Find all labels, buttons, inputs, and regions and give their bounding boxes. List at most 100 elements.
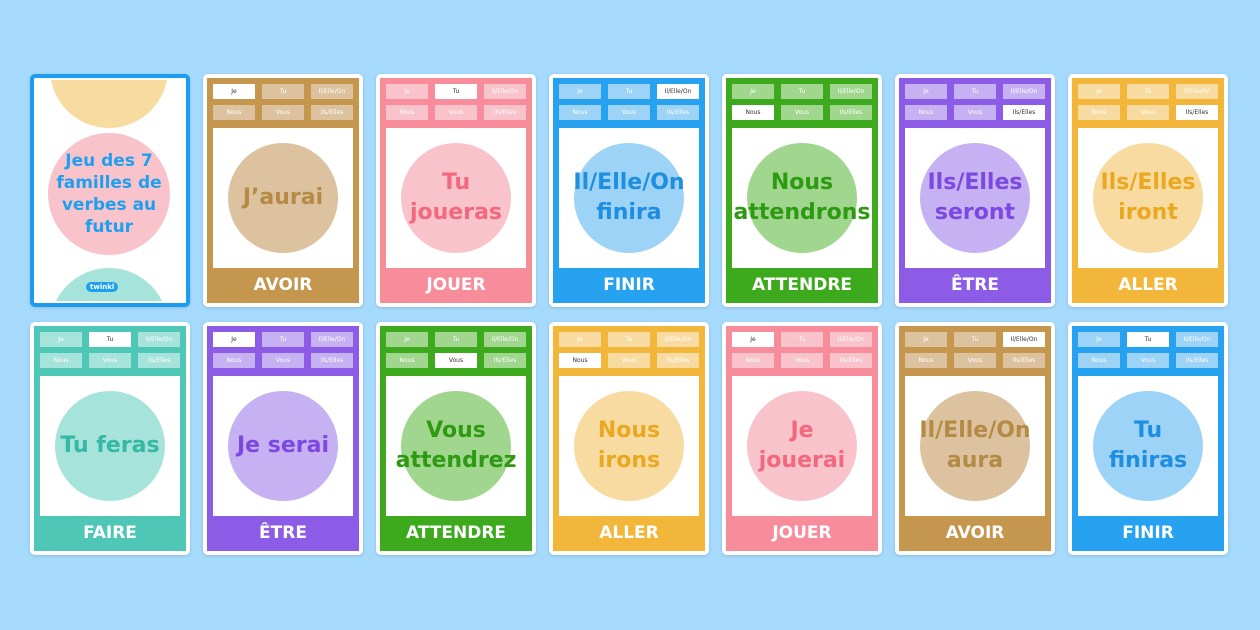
pronoun-cell: Il/Elle/On xyxy=(311,84,353,99)
pronoun-grid: Je Tu Il/Elle/On Nous Vous Ils/Elles xyxy=(1078,332,1218,368)
card-panel: Ils/Elles iront xyxy=(1078,128,1218,268)
card-panel: Je jouerai xyxy=(732,376,872,516)
verb-phrase: Ils/Elles iront xyxy=(1093,143,1203,253)
pronoun-cell: Je xyxy=(559,84,601,99)
pronoun-grid: Je Tu Il/Elle/On Nous Vous Ils/Elles xyxy=(905,84,1045,120)
family-label: JOUER xyxy=(426,275,486,295)
pronoun-cell: Il/Elle/On xyxy=(657,332,699,347)
pronoun-cell: Tu xyxy=(89,332,131,347)
pronoun-cell: Tu xyxy=(608,84,650,99)
pronoun-cell: Tu xyxy=(1127,332,1169,347)
pronoun-cell: Vous xyxy=(1127,105,1169,120)
pronoun-cell: Il/Elle/On xyxy=(311,332,353,347)
pronoun-cell: Ils/Elles xyxy=(311,353,353,368)
verb-card: Je Tu Il/Elle/On Nous Vous Ils/Elles Je serai Ê… xyxy=(203,322,363,555)
pronoun-cell: Nous xyxy=(386,105,428,120)
card-panel: Ils/Elles seront xyxy=(905,128,1045,268)
pronoun-cell: Nous xyxy=(732,105,774,120)
card-frame: Je Tu Il/Elle/On Nous Vous Ils/Elles Il/Elle/O… xyxy=(553,78,705,303)
pronoun-cell: Il/Elle/On xyxy=(1176,84,1218,99)
verb-phrase: Vous attendrez xyxy=(396,391,516,501)
pronoun-cell: Il/Elle/On xyxy=(484,84,526,99)
family-label: ÊTRE xyxy=(259,523,307,543)
twinkl-logo: twinkl xyxy=(86,282,119,292)
family-label: JOUER xyxy=(772,523,832,543)
pronoun-cell: Je xyxy=(732,84,774,99)
verb-card: Je Tu Il/Elle/On Nous Vous Ils/Elles Je jouera… xyxy=(722,322,882,555)
card-panel: Nous irons xyxy=(559,376,699,516)
verb-phrase: Je jouerai xyxy=(747,391,857,501)
pronoun-cell: Vous xyxy=(1127,353,1169,368)
pronoun-cell: Vous xyxy=(89,353,131,368)
verb-phrase: Je serai xyxy=(228,391,338,501)
verb-phrase: Ils/Elles seront xyxy=(920,143,1030,253)
verb-phrase: Tu joueras xyxy=(401,143,511,253)
family-label: AVOIR xyxy=(945,523,1005,543)
verb-phrase: Nous attendrons xyxy=(734,143,870,253)
pronoun-cell: Ils/Elles xyxy=(830,353,872,368)
pronoun-cell: Vous xyxy=(608,353,650,368)
pronoun-cell: Vous xyxy=(435,353,477,368)
verb-phrase: Tu feras xyxy=(55,391,165,501)
pronoun-cell: Nous xyxy=(40,353,82,368)
card-panel: Il/Elle/On finira xyxy=(559,128,699,268)
card-panel: Nous attendrons xyxy=(732,128,872,268)
card-frame: Je Tu Il/Elle/On Nous Vous Ils/Elles Je jouera… xyxy=(726,326,878,551)
card-frame: Je Tu Il/Elle/On Nous Vous Ils/Elles Je serai Ê… xyxy=(207,326,359,551)
pronoun-cell: Il/Elle/On xyxy=(138,332,180,347)
verb-card: Je Tu Il/Elle/On Nous Vous Ils/Elles Ils/Elles… xyxy=(1068,74,1228,307)
pronoun-cell: Nous xyxy=(1078,105,1120,120)
card-frame: Je Tu Il/Elle/On Nous Vous Ils/Elles Il/Elle/O… xyxy=(899,326,1051,551)
family-label: ATTENDRE xyxy=(751,275,853,295)
card-panel: Tu feras xyxy=(40,376,180,516)
pronoun-cell: Ils/Elles xyxy=(311,105,353,120)
decorative-circle xyxy=(50,80,168,128)
pronoun-cell: Vous xyxy=(781,105,823,120)
card-panel: Tu joueras xyxy=(386,128,526,268)
family-label: AVOIR xyxy=(253,275,313,295)
card-frame: Je Tu Il/Elle/On Nous Vous Ils/Elles J’aurai AV… xyxy=(207,78,359,303)
pronoun-cell: Tu xyxy=(608,332,650,347)
pronoun-cell: Je xyxy=(40,332,82,347)
pronoun-cell: Je xyxy=(1078,84,1120,99)
family-label: FINIR xyxy=(603,275,655,295)
verb-phrase: Tu finiras xyxy=(1093,391,1203,501)
pronoun-cell: Il/Elle/On xyxy=(1003,332,1045,347)
pronoun-cell: Il/Elle/On xyxy=(657,84,699,99)
pronoun-cell: Vous xyxy=(262,353,304,368)
pronoun-cell: Tu xyxy=(954,84,996,99)
pronoun-cell: Vous xyxy=(781,353,823,368)
card-frame: Je Tu Il/Elle/On Nous Vous Ils/Elles Tu finira… xyxy=(1072,326,1224,551)
card-frame: Je Tu Il/Elle/On Nous Vous Ils/Elles Vous atte… xyxy=(380,326,532,551)
pronoun-cell: Vous xyxy=(954,105,996,120)
pronoun-cell: Ils/Elles xyxy=(1003,353,1045,368)
pronoun-cell: Ils/Elles xyxy=(484,353,526,368)
pronoun-cell: Il/Elle/On xyxy=(1003,84,1045,99)
pronoun-cell: Tu xyxy=(1127,84,1169,99)
pronoun-cell: Ils/Elles xyxy=(1003,105,1045,120)
verb-card: Je Tu Il/Elle/On Nous Vous Ils/Elles Il/Elle/O… xyxy=(895,322,1055,555)
pronoun-cell: Je xyxy=(905,332,947,347)
card-panel: Tu finiras xyxy=(1078,376,1218,516)
pronoun-cell: Tu xyxy=(435,84,477,99)
card-frame: Je Tu Il/Elle/On Nous Vous Ils/Elles Nous atte… xyxy=(726,78,878,303)
verb-phrase: Il/Elle/On aura xyxy=(919,391,1031,501)
family-label: FAIRE xyxy=(83,523,137,543)
cover-card: Jeu des 7 familles de verbes au futur tw… xyxy=(30,74,190,307)
pronoun-cell: Tu xyxy=(954,332,996,347)
card-panel: Je serai xyxy=(213,376,353,516)
verb-card: Je Tu Il/Elle/On Nous Vous Ils/Elles Nous atte… xyxy=(722,74,882,307)
pronoun-cell: Je xyxy=(386,332,428,347)
card-frame: Je Tu Il/Elle/On Nous Vous Ils/Elles Tu jouera… xyxy=(380,78,532,303)
verb-card: Je Tu Il/Elle/On Nous Vous Ils/Elles J’aurai AV… xyxy=(203,74,363,307)
pronoun-cell: Tu xyxy=(781,332,823,347)
pronoun-cell: Nous xyxy=(386,353,428,368)
card-panel: Il/Elle/On aura xyxy=(905,376,1045,516)
pronoun-grid: Je Tu Il/Elle/On Nous Vous Ils/Elles xyxy=(386,332,526,368)
pronoun-grid: Je Tu Il/Elle/On Nous Vous Ils/Elles xyxy=(213,84,353,120)
pronoun-cell: Vous xyxy=(435,105,477,120)
pronoun-cell: Je xyxy=(905,84,947,99)
pronoun-grid: Je Tu Il/Elle/On Nous Vous Ils/Elles xyxy=(905,332,1045,368)
pronoun-cell: Ils/Elles xyxy=(484,105,526,120)
pronoun-grid: Je Tu Il/Elle/On Nous Vous Ils/Elles xyxy=(386,84,526,120)
